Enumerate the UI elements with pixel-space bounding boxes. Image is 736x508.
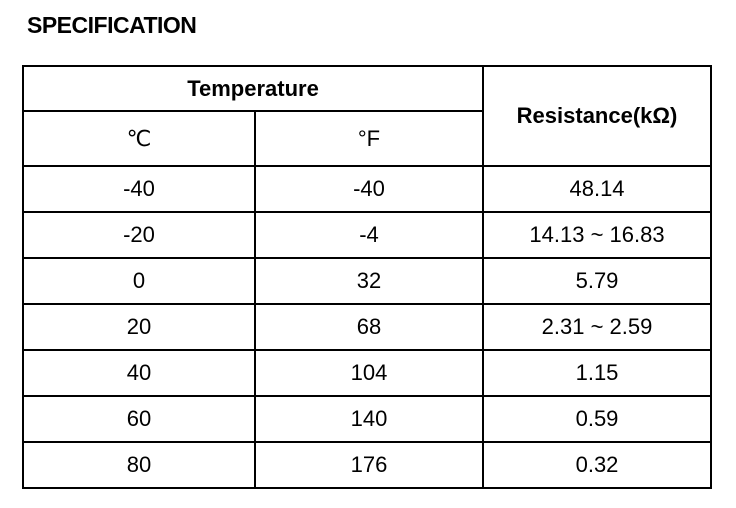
table-row: -20 -4 14.13 ~ 16.83: [22, 211, 713, 259]
temperature-header: Temperature: [21, 65, 485, 112]
table-row: 40 104 1.15: [22, 349, 713, 397]
resistance-header: Resistance(kΩ): [482, 65, 713, 167]
fahrenheit-cell: 68: [253, 303, 485, 351]
resistance-cell: 1.15: [482, 349, 713, 397]
resistance-cell: 5.79: [482, 257, 713, 305]
celsius-cell: 40: [22, 349, 256, 397]
resistance-cell: 14.13 ~ 16.83: [482, 211, 713, 259]
table-row: 20 68 2.31 ~ 2.59: [22, 303, 713, 351]
celsius-cell: -40: [22, 165, 256, 213]
celsius-cell: 20: [22, 303, 256, 351]
fahrenheit-cell: 140: [253, 395, 485, 443]
fahrenheit-cell: 176: [253, 441, 485, 489]
celsius-cell: 0: [22, 257, 256, 305]
celsius-header: ℃: [22, 110, 256, 167]
resistance-cell: 2.31 ~ 2.59: [482, 303, 713, 351]
table-row: 80 176 0.32: [22, 441, 713, 489]
header-row: ℃ °F: [22, 110, 711, 167]
table-row: -40 -40 48.14: [22, 165, 713, 213]
table-row: 0 32 5.79: [22, 257, 713, 305]
table-row: 60 140 0.59: [22, 395, 713, 443]
celsius-cell: 80: [22, 441, 256, 489]
spec-table: Temperature Resistance(kΩ) ℃ °F -40 -40 48…: [21, 65, 713, 489]
celsius-cell: -20: [22, 211, 256, 259]
resistance-cell: 0.32: [482, 441, 713, 489]
fahrenheit-cell: 32: [253, 257, 485, 305]
fahrenheit-cell: -4: [253, 211, 485, 259]
resistance-cell: 0.59: [482, 395, 713, 443]
fahrenheit-header: °F: [253, 110, 485, 167]
table-body: -40 -40 48.14 -20 -4 14.13 ~ 16.83 0 32 5.79 20 68…: [22, 165, 713, 489]
celsius-cell: 60: [22, 395, 256, 443]
title: SPECIFICATION: [27, 12, 197, 38]
header-row: Temperature Resistance(kΩ): [21, 65, 713, 167]
fahrenheit-cell: -40: [253, 165, 485, 213]
fahrenheit-cell: 104: [253, 349, 485, 397]
table-header: Temperature Resistance(kΩ) ℃ °F: [21, 65, 713, 167]
resistance-cell: 48.14: [482, 165, 713, 213]
